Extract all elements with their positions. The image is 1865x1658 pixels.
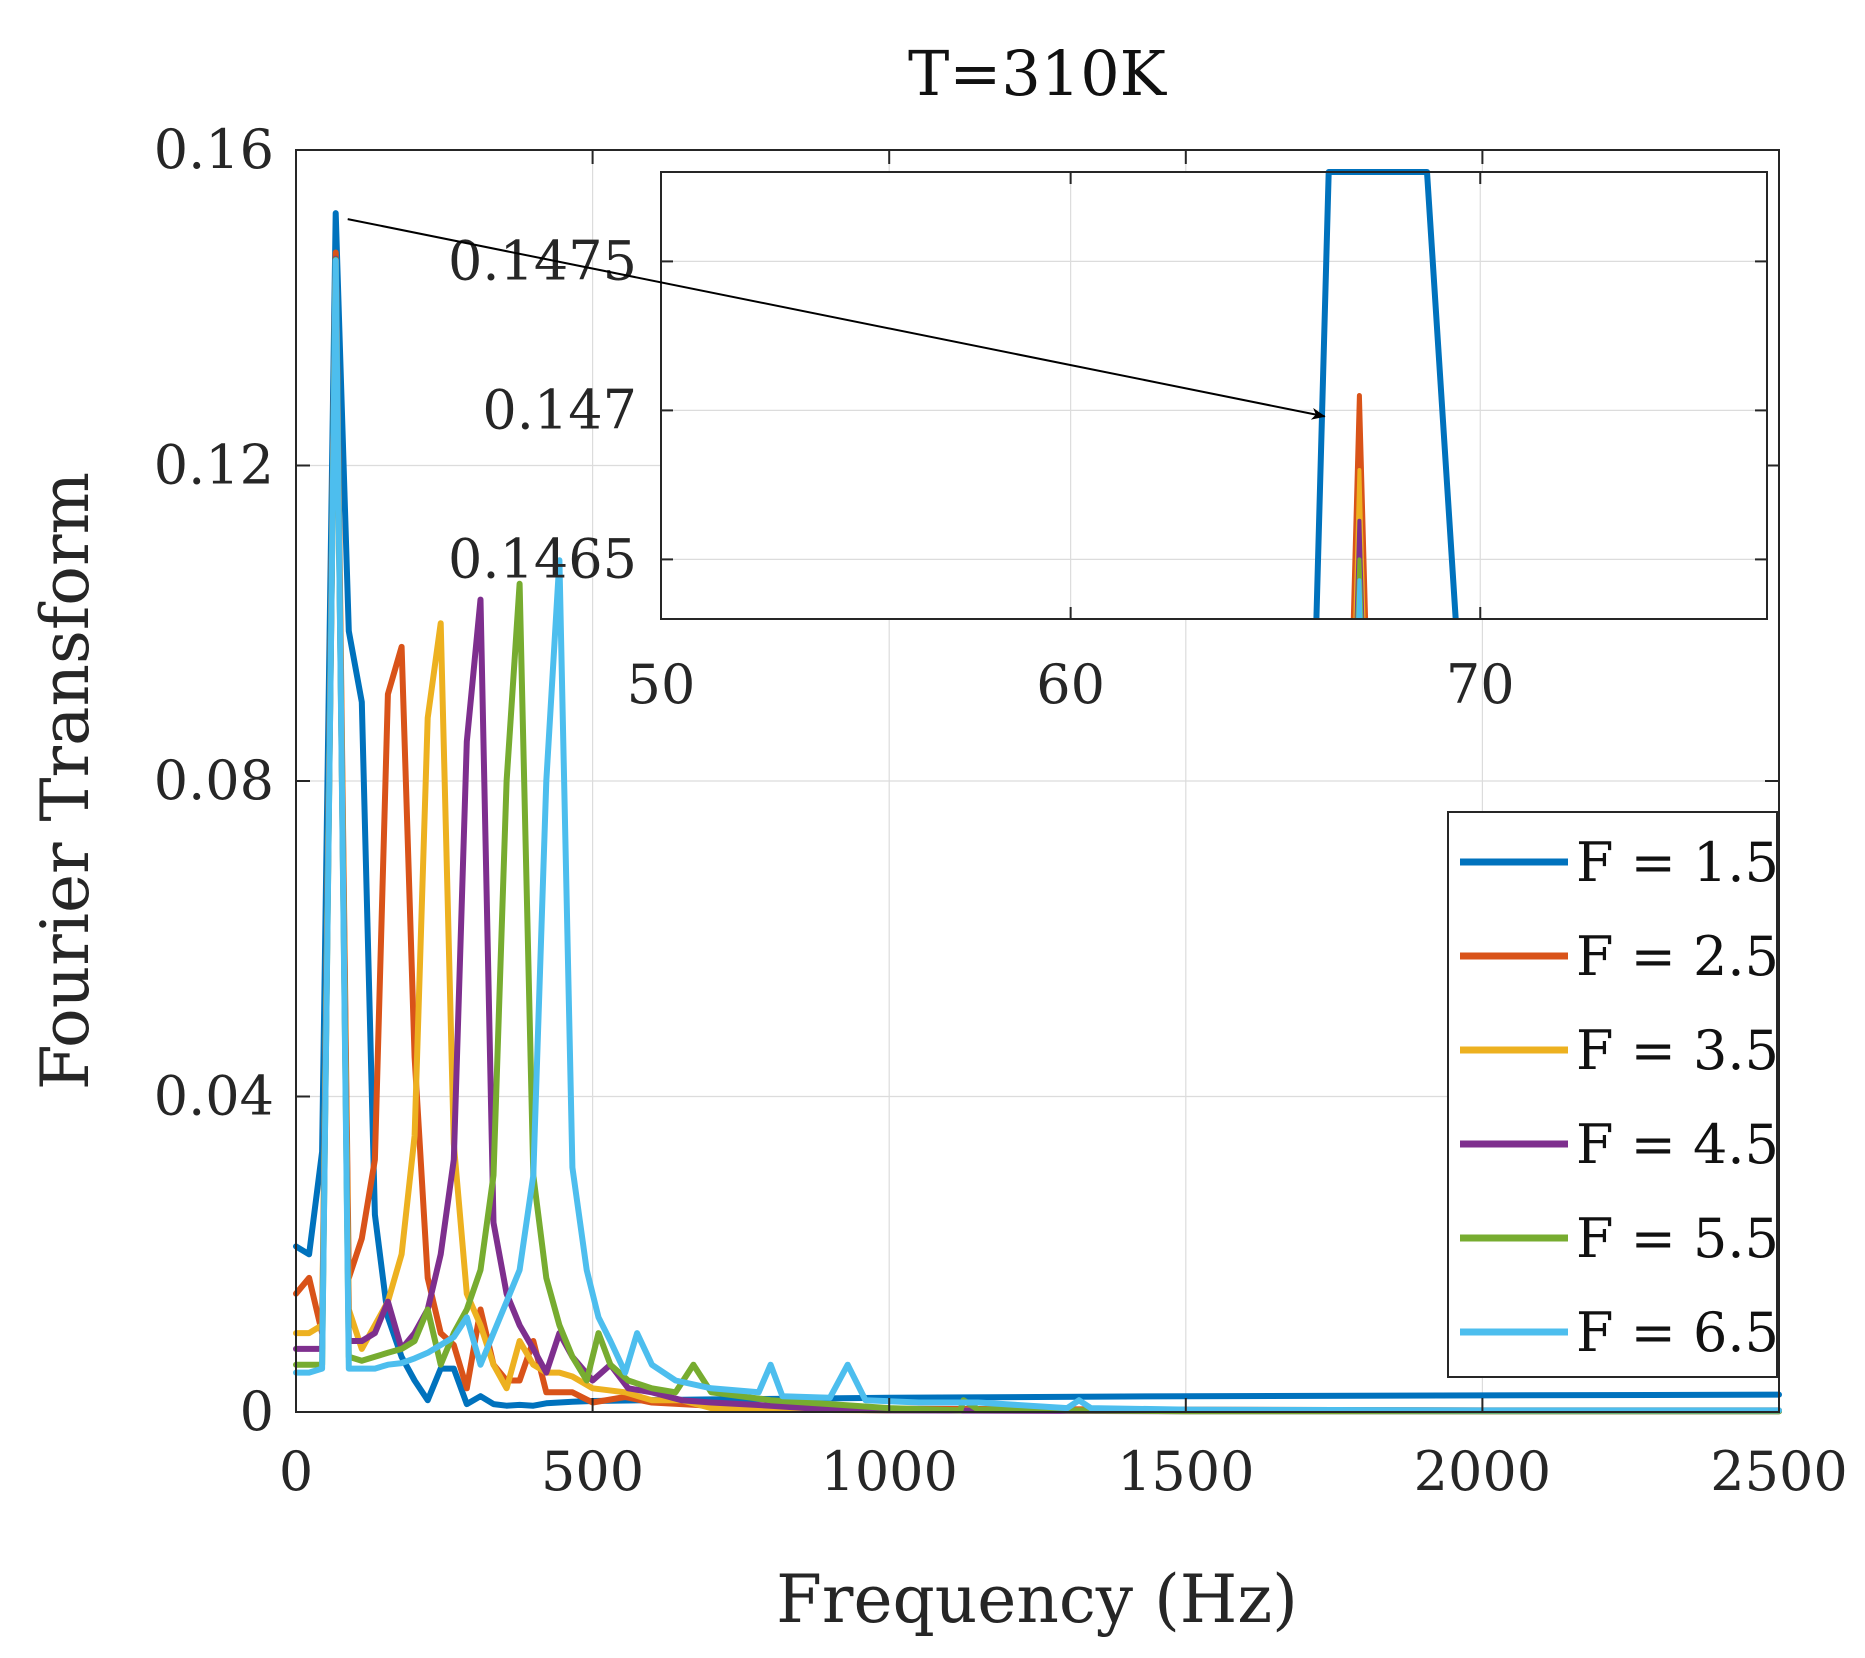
chart-title: T=310K [908,37,1168,110]
series-line-f-4-5 [293,255,1782,1415]
legend-label-f-1-5: F = 1.5 [1576,831,1779,894]
y-tick-label: 0.16 [154,118,274,181]
y-axis-label: Fourier Transform [27,472,104,1090]
inset-frame [660,171,1768,620]
inset-ticks: 50 60 70 0.1465 0.147 0.1475 [448,172,1767,716]
inset-y-tick-label: 0.147 [482,378,637,441]
legend-box [1447,811,1778,1378]
legend: F = 1.5 F = 2.5 F = 3.5 F = 4.5 F = 5.5 F = 6… [1460,831,1779,1364]
x-tick-label: 2500 [1710,1440,1847,1503]
x-tick-label: 2000 [1414,1440,1551,1503]
x-tick-label: 500 [541,1440,644,1503]
legend-label-f-4-5: F = 4.5 [1576,1113,1779,1176]
main-series-group [293,210,1782,1415]
main-ticks: 0 500 1000 1500 2000 2500 0 0.04 0.08 0.12 0.16 [154,118,1848,1503]
y-tick-label: 0.12 [154,434,274,497]
inset-series-line-f-2-5 [1350,393,1369,620]
inset-background [661,172,1767,619]
x-tick-label: 0 [279,1440,313,1503]
legend-label-f-3-5: F = 3.5 [1576,1019,1779,1082]
inset-y-tick-label: 0.1465 [448,527,637,590]
series-line-f-5-5 [293,256,1782,1415]
legend-label-f-5-5: F = 5.5 [1576,1207,1779,1270]
inset-series-line-f-6-5 [1356,578,1363,620]
inset-x-tick-label: 60 [1036,653,1105,716]
inset-x-tick-label: 50 [627,653,696,716]
zoom-arrow [347,218,1326,420]
inset-x-tick-label: 70 [1446,653,1515,716]
legend-label-f-2-5: F = 2.5 [1576,925,1779,988]
y-tick-label: 0.04 [154,1065,274,1128]
inset-y-tick-label: 0.1475 [448,229,637,292]
series-line-f-6-5 [293,257,1782,1414]
x-axis-label: Frequency (Hz) [776,1561,1298,1638]
series-line-f-3-5 [293,257,1782,1415]
x-tick-label: 1500 [1117,1440,1254,1503]
y-tick-label: 0 [240,1380,274,1443]
x-tick-label: 1000 [820,1440,957,1503]
legend-label-f-6-5: F = 6.5 [1576,1301,1779,1364]
y-tick-label: 0.08 [154,749,274,812]
